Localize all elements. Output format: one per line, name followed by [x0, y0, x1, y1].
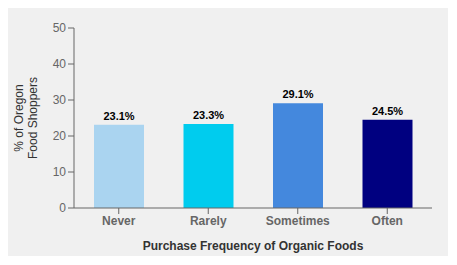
svg-text:50: 50 — [53, 21, 67, 35]
svg-text:30: 30 — [53, 93, 67, 107]
svg-text:24.5%: 24.5% — [372, 105, 403, 117]
svg-text:Never: Never — [102, 214, 136, 228]
svg-text:Purchase Frequency of Organic: Purchase Frequency of Organic Foods — [143, 239, 364, 253]
svg-text:% of OregonFood Shoppers: % of OregonFood Shoppers — [12, 77, 40, 159]
svg-text:23.3%: 23.3% — [193, 109, 224, 121]
svg-text:10: 10 — [53, 165, 67, 179]
svg-text:23.1%: 23.1% — [103, 110, 134, 122]
svg-text:40: 40 — [53, 57, 67, 71]
svg-text:Rarely: Rarely — [190, 214, 227, 228]
svg-text:Sometimes: Sometimes — [266, 214, 330, 228]
svg-text:Often: Often — [372, 214, 403, 228]
svg-text:29.1%: 29.1% — [282, 88, 313, 100]
svg-text:20: 20 — [53, 129, 67, 143]
svg-text:0: 0 — [59, 201, 66, 215]
